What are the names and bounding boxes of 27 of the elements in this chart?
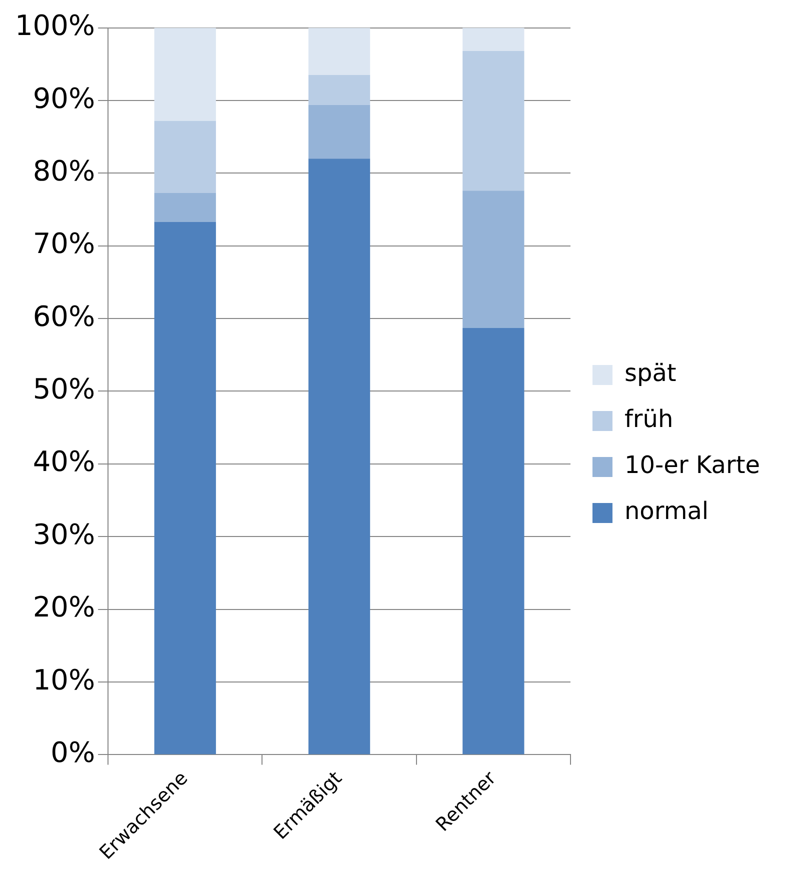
bar: [308, 104, 370, 159]
y-tick-label: 50%: [32, 372, 96, 406]
bar: [462, 190, 524, 328]
y-tick-label: 90%: [32, 82, 96, 115]
y-tick-label: 40%: [32, 445, 96, 478]
bar: [154, 192, 216, 222]
y-tick-label: 30%: [32, 518, 96, 551]
bar: [308, 28, 370, 76]
y-tick-label: 60%: [32, 300, 96, 333]
bar: [308, 75, 370, 105]
legend-label: spät: [624, 359, 676, 388]
bar: [308, 158, 370, 754]
bar: [154, 222, 216, 754]
bar: [462, 28, 524, 52]
y-tick-label: 80%: [32, 154, 96, 188]
y-tick-label: 0%: [50, 736, 96, 769]
bar: [154, 28, 216, 121]
y-tick-label: 100%: [14, 9, 96, 42]
y-tick-label: 70%: [32, 227, 96, 260]
y-tick-label: 10%: [32, 663, 96, 696]
legend-label: normal: [624, 497, 709, 526]
y-tick-label: 20%: [32, 590, 96, 624]
bar: [462, 51, 524, 191]
legend-label: 10-er Karte: [624, 451, 760, 480]
legend-label: früh: [624, 405, 674, 434]
bar: [462, 328, 524, 754]
bar: [154, 120, 216, 193]
